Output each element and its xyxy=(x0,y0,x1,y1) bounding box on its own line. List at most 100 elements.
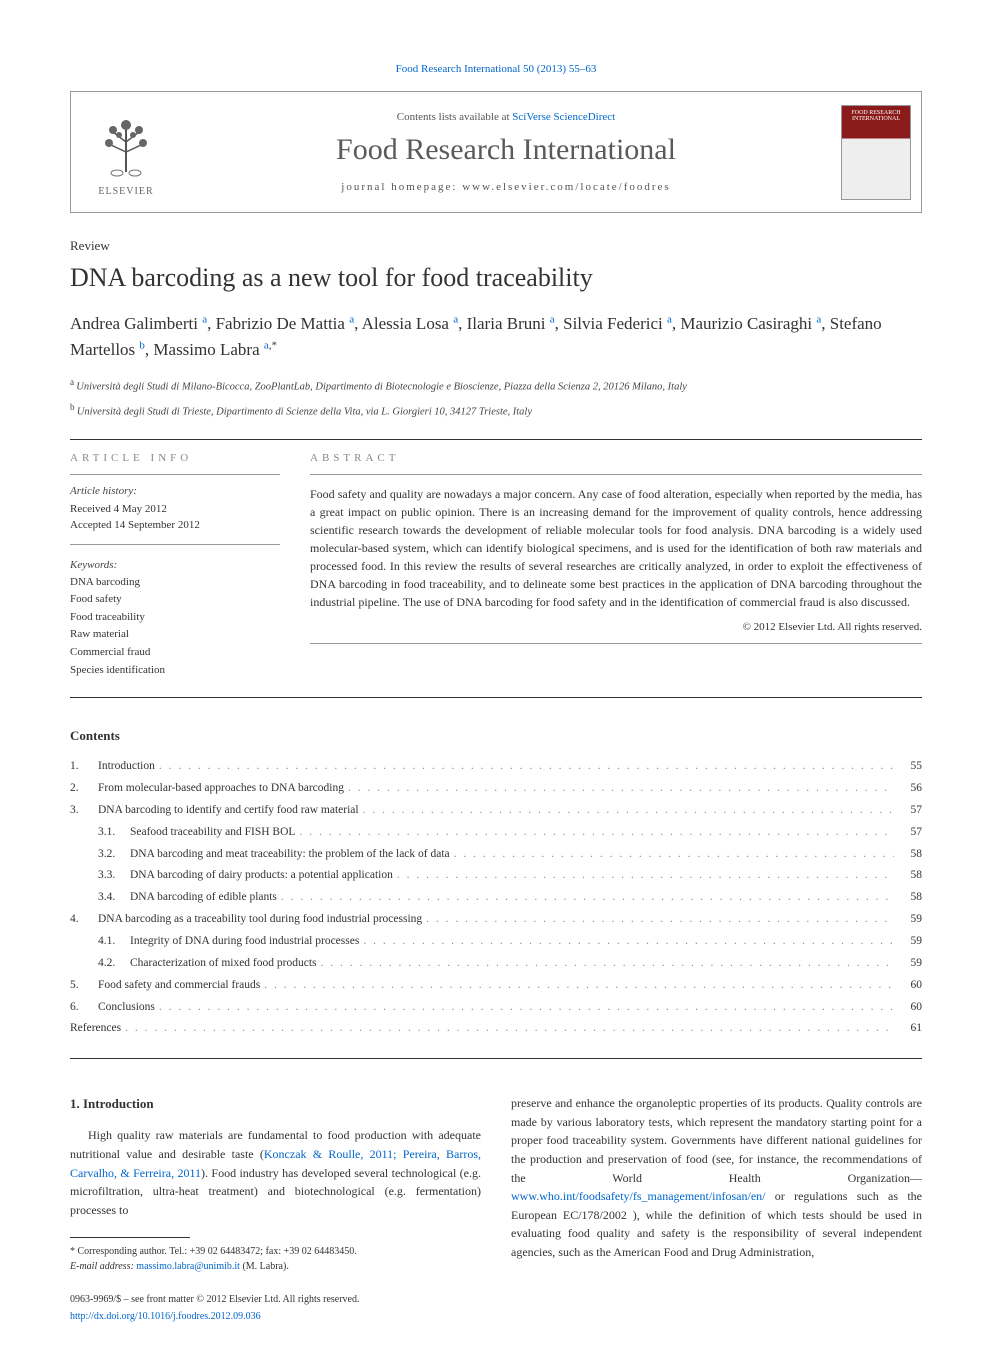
toc-num: 1. xyxy=(70,756,98,778)
article-info-col: ARTICLE INFO Article history: Received 4… xyxy=(70,452,280,680)
author: Silvia Federici a xyxy=(563,314,672,333)
toc-label: Characterization of mixed food products xyxy=(130,953,317,975)
toc-dots xyxy=(264,975,894,997)
contents-prefix: Contents lists available at xyxy=(397,111,512,123)
affil-link[interactable]: a xyxy=(816,314,821,326)
journal-cover-thumb: FOOD RESEARCH INTERNATIONAL xyxy=(841,105,911,200)
toc-label: DNA barcoding as a traceability tool dur… xyxy=(98,909,422,931)
toc-label: DNA barcoding of edible plants xyxy=(130,887,277,909)
toc-row: 2.From molecular-based approaches to DNA… xyxy=(70,778,922,800)
toc-row: 3.1.Seafood traceability and FISH BOL57 xyxy=(70,822,922,844)
affil-link[interactable]: a xyxy=(550,314,555,326)
front-matter-line: 0963-9969/$ – see front matter © 2012 El… xyxy=(70,1292,481,1307)
abstract-text: Food safety and quality are nowadays a m… xyxy=(310,485,922,611)
thin-rule xyxy=(70,544,280,545)
header-center: Contents lists available at SciVerse Sci… xyxy=(171,111,841,193)
divider-rule xyxy=(70,439,922,440)
body-col-right: preserve and enhance the organoleptic pr… xyxy=(511,1094,922,1324)
toc-label: DNA barcoding to identify and certify fo… xyxy=(98,800,359,822)
toc-dots xyxy=(363,931,894,953)
footnote-rule xyxy=(70,1237,190,1238)
toc-num: 5. xyxy=(70,975,98,997)
keyword: Food safety xyxy=(70,591,280,609)
toc-row: 4.DNA barcoding as a traceability tool d… xyxy=(70,909,922,931)
author-affil-sup: a xyxy=(550,314,555,326)
body-col-left: 1. Introduction High quality raw materia… xyxy=(70,1094,481,1324)
journal-ref-top: Food Research International 50 (2013) 55… xyxy=(70,60,922,76)
elsevier-tree-icon xyxy=(91,107,161,182)
keyword: Species identification xyxy=(70,662,280,680)
author-affil-sup: a,* xyxy=(264,339,277,351)
toc-num: 4.2. xyxy=(98,953,130,975)
history-head: Article history: xyxy=(70,485,280,497)
body-right-para: preserve and enhance the organoleptic pr… xyxy=(511,1094,922,1261)
toc-num: 3. xyxy=(70,800,98,822)
toc-row: 1.Introduction 55 xyxy=(70,756,922,778)
toc-label: Introduction xyxy=(98,756,155,778)
copyright-line: © 2012 Elsevier Ltd. All rights reserved… xyxy=(310,621,922,633)
affil-link[interactable]: a xyxy=(202,314,207,326)
sciencedirect-link[interactable]: SciVerse ScienceDirect xyxy=(512,111,615,123)
toc-row: 4.1.Integrity of DNA during food industr… xyxy=(70,931,922,953)
toc-num: 4. xyxy=(70,909,98,931)
toc-row: References61 xyxy=(70,1018,922,1040)
toc-row: 5.Food safety and commercial frauds60 xyxy=(70,975,922,997)
email-link[interactable]: massimo.labra@unimib.it xyxy=(136,1261,240,1272)
intro-para: High quality raw materials are fundament… xyxy=(70,1126,481,1219)
journal-ref-link[interactable]: Food Research International 50 (2013) 55… xyxy=(396,63,597,75)
corresponding-author-note: * Corresponding author. Tel.: +39 02 644… xyxy=(70,1244,481,1259)
toc-label: Conclusions xyxy=(98,997,155,1019)
author-affil-sup: b xyxy=(139,339,145,351)
toc-dots xyxy=(426,909,894,931)
keyword: Food traceability xyxy=(70,609,280,627)
author-affil-sup: a xyxy=(667,314,672,326)
toc-page: 55 xyxy=(898,756,922,778)
thin-rule xyxy=(310,474,922,475)
cover-title: FOOD RESEARCH INTERNATIONAL xyxy=(846,110,906,123)
toc-row: 3.4.DNA barcoding of edible plants58 xyxy=(70,887,922,909)
affil-sup: a xyxy=(70,377,76,387)
toc-dots xyxy=(159,997,894,1019)
author: Ilaria Bruni a xyxy=(467,314,555,333)
doi-line: http://dx.doi.org/10.1016/j.foodres.2012… xyxy=(70,1309,481,1324)
article-title: DNA barcoding as a new tool for food tra… xyxy=(70,262,922,293)
toc-label: Integrity of DNA during food industrial … xyxy=(130,931,359,953)
toc-dots xyxy=(321,953,895,975)
author-affil-sup: a xyxy=(816,314,821,326)
thin-rule xyxy=(310,643,922,644)
corresponding-star: ,* xyxy=(269,339,277,351)
author: Maurizio Casiraghi a xyxy=(680,314,821,333)
toc-row: 3.DNA barcoding to identify and certify … xyxy=(70,800,922,822)
toc-dots xyxy=(454,844,894,866)
affil-link[interactable]: a xyxy=(667,314,672,326)
toc-dots xyxy=(397,865,894,887)
body-right-pre: preserve and enhance the organoleptic pr… xyxy=(511,1096,922,1184)
doi-link[interactable]: http://dx.doi.org/10.1016/j.foodres.2012… xyxy=(70,1311,261,1322)
toc-num: 4.1. xyxy=(98,931,130,953)
affiliation: b Università degli Studi di Trieste, Dip… xyxy=(70,401,922,420)
thin-rule xyxy=(70,474,280,475)
toc-row: 4.2.Characterization of mixed food produ… xyxy=(70,953,922,975)
toc-page: 56 xyxy=(898,778,922,800)
email-line: E-mail address: massimo.labra@unimib.it … xyxy=(70,1259,481,1274)
divider-rule xyxy=(70,697,922,698)
toc-dots xyxy=(159,756,894,778)
authors: Andrea Galimberti a, Fabrizio De Mattia … xyxy=(70,311,922,362)
author: Massimo Labra a,* xyxy=(153,340,277,359)
section-1-heading: 1. Introduction xyxy=(70,1094,481,1114)
toc-label: From molecular-based approaches to DNA b… xyxy=(98,778,344,800)
email-label: E-mail address: xyxy=(70,1261,136,1272)
affil-link[interactable]: a xyxy=(349,314,354,326)
contents-lists-line: Contents lists available at SciVerse Sci… xyxy=(191,111,821,123)
affil-link[interactable]: b xyxy=(139,339,145,351)
toc-label: DNA barcoding of dairy products: a poten… xyxy=(130,865,393,887)
toc-dots xyxy=(125,1018,894,1040)
affil-link[interactable]: a xyxy=(453,314,458,326)
toc-num: 3.3. xyxy=(98,865,130,887)
author: Fabrizio De Mattia a xyxy=(216,314,355,333)
toc-label: Seafood traceability and FISH BOL xyxy=(130,822,295,844)
keyword: Commercial fraud xyxy=(70,644,280,662)
toc-page: 58 xyxy=(898,865,922,887)
toc-dots xyxy=(348,778,894,800)
who-link[interactable]: www.who.int/foodsafety/fs_management/inf… xyxy=(511,1189,766,1203)
